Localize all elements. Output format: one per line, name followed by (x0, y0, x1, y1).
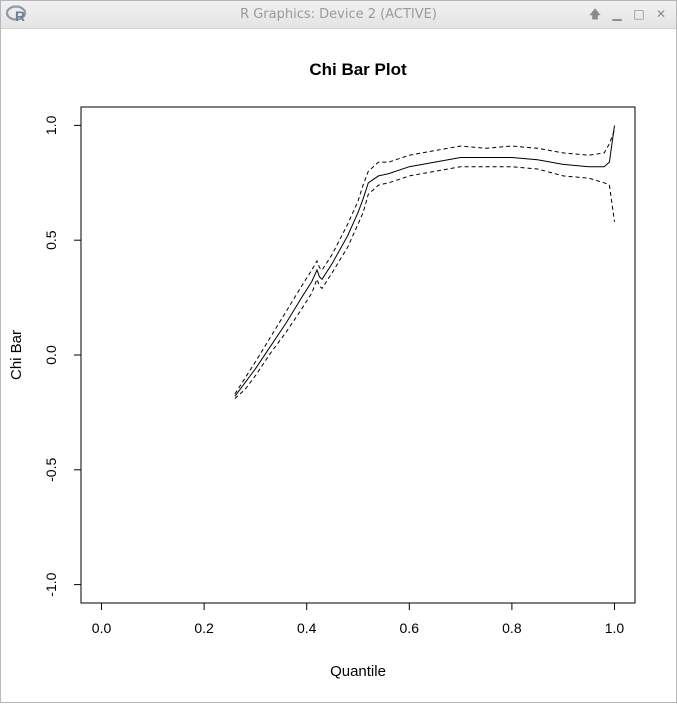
y-tick-label: -0.5 (43, 458, 59, 482)
x-axis-label: Quantile (330, 663, 386, 680)
y-tick-label: -1.0 (43, 572, 59, 596)
y-tick-label: 1.0 (43, 115, 59, 135)
x-tick-label: 0.8 (502, 620, 522, 636)
x-tick-label: 1.0 (605, 620, 625, 636)
title-bar[interactable]: R R Graphics: Device 2 (ACTIVE) 🡅 ▁ □ ✕ (1, 1, 676, 29)
lower-bound-line (234, 166, 615, 399)
svg-text:R: R (15, 8, 25, 23)
close-icon[interactable]: ✕ (655, 7, 667, 21)
plot-canvas: Chi Bar Plot 0.0 0.2 0.4 0.6 0.8 1.0 -1.0 -0.5… (1, 29, 676, 702)
series-layer (234, 125, 615, 399)
x-tick-label: 0.6 (400, 620, 420, 636)
upper-bound-line (234, 129, 615, 395)
x-axis: 0.0 0.2 0.4 0.6 0.8 1.0 (92, 602, 625, 636)
chi-bar-chart: Chi Bar Plot 0.0 0.2 0.4 0.6 0.8 1.0 -1.0 -0.5… (8, 60, 636, 680)
plot-box (80, 106, 636, 604)
chart-title: Chi Bar Plot (309, 60, 407, 79)
y-axis-label: Chi Bar (8, 330, 25, 380)
x-tick-label: 0.4 (297, 620, 317, 636)
y-tick-label: 0.5 (43, 230, 59, 250)
maximize-icon[interactable]: □ (633, 7, 645, 21)
window-title: R Graphics: Device 2 (ACTIVE) (240, 7, 437, 22)
x-tick-label: 0.2 (194, 620, 214, 636)
r-logo-icon: R (6, 5, 27, 23)
chi-bar-line (234, 125, 615, 397)
arrow-up-icon[interactable]: 🡅 (588, 7, 602, 21)
y-tick-label: 0.0 (43, 345, 59, 365)
minimize-icon[interactable]: ▁ (612, 7, 622, 21)
y-axis: -1.0 -0.5 0.0 0.5 1.0 (43, 115, 82, 597)
x-tick-label: 0.0 (92, 620, 112, 636)
